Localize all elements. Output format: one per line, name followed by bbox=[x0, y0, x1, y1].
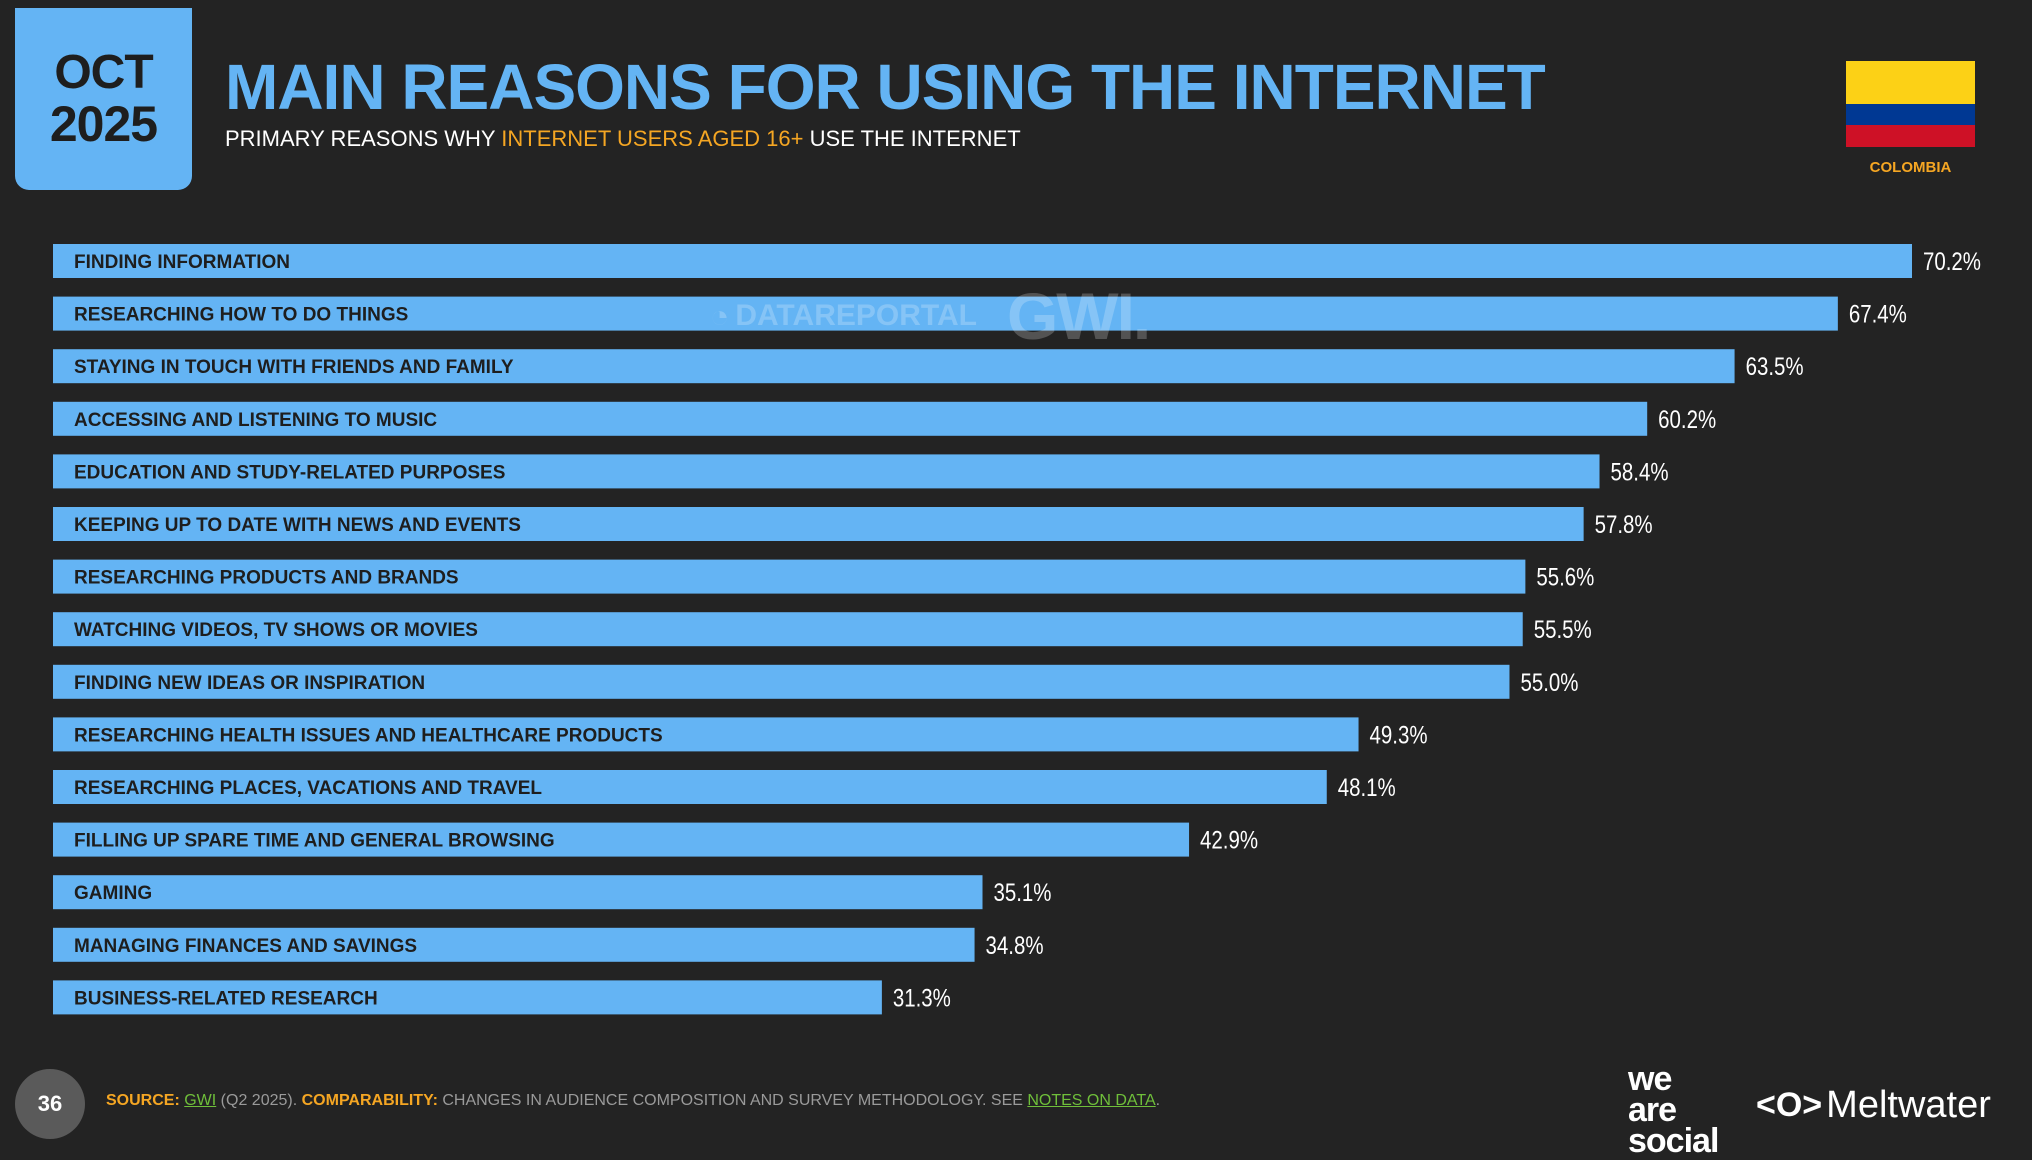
bar bbox=[53, 664, 1510, 699]
bar bbox=[53, 454, 1600, 489]
bar-value-label: 67.4% bbox=[1849, 301, 1907, 329]
bar-value-label: 49.3% bbox=[1370, 721, 1428, 749]
bar-value-label: 42.9% bbox=[1200, 827, 1258, 855]
source-link[interactable]: GWI bbox=[184, 1092, 217, 1109]
bar-value-label: 34.8% bbox=[986, 932, 1044, 960]
bar-category-label: RESEARCHING PRODUCTS AND BRANDS bbox=[74, 568, 459, 589]
bar-chart: FINDING INFORMATION 70.2% RESEARCHING HOW … bbox=[53, 244, 1981, 1015]
bar-category-label: FINDING NEW IDEAS OR INSPIRATION bbox=[74, 673, 425, 694]
bar-category-label: FILLING UP SPARE TIME AND GENERAL BROWSI… bbox=[74, 831, 555, 852]
subtitle-highlight: INTERNET USERS AGED 16+ bbox=[501, 126, 804, 151]
bar bbox=[53, 875, 983, 910]
colombia-flag-icon bbox=[1846, 61, 1975, 147]
flag-stripe-red bbox=[1846, 125, 1975, 147]
bar-category-label: STAYING IN TOUCH WITH FRIENDS AND FAMILY bbox=[74, 357, 514, 378]
bar-category-label: EDUCATION AND STUDY-RELATED PURPOSES bbox=[74, 462, 505, 483]
datareportal-logo-icon: ◔ bbox=[710, 297, 730, 334]
bar bbox=[53, 296, 1838, 331]
bar-value-label: 57.8% bbox=[1595, 511, 1653, 539]
bar bbox=[53, 927, 975, 962]
bar-category-label: BUSINESS-RELATED RESEARCH bbox=[74, 988, 378, 1009]
bar-category-label: RESEARCHING HEALTH ISSUES AND HEALTHCARE… bbox=[74, 725, 663, 746]
bar-category-label: FINDING INFORMATION bbox=[74, 252, 290, 273]
meltwater-icon: <O> bbox=[1756, 1086, 1823, 1124]
meltwater-wordmark: Meltwater bbox=[1826, 1084, 1991, 1126]
bar-value-label: 63.5% bbox=[1746, 353, 1804, 381]
date-badge: OCT 2025 bbox=[15, 8, 192, 190]
bar bbox=[53, 507, 1584, 541]
source-label: SOURCE: bbox=[106, 1092, 180, 1109]
subtitle-text-pre: PRIMARY REASONS WHY bbox=[225, 126, 502, 151]
footer-end: . bbox=[1155, 1092, 1161, 1109]
was-line-3: social bbox=[1628, 1122, 1719, 1160]
we-are-social-logo: we are social bbox=[1628, 1060, 1719, 1160]
bar-value-label: 55.5% bbox=[1534, 616, 1592, 644]
bar-category-label: MANAGING FINANCES AND SAVINGS bbox=[74, 936, 417, 957]
source-footer: SOURCE: GWI (Q2 2025). COMPARABILITY: CH… bbox=[106, 1092, 1160, 1110]
source-detail: (Q2 2025). bbox=[216, 1092, 302, 1109]
bar bbox=[53, 717, 1359, 752]
flag-stripe-yellow bbox=[1846, 61, 1975, 104]
bar-value-label: 58.4% bbox=[1611, 458, 1669, 486]
bar bbox=[53, 980, 882, 1015]
watermark-gwi: GWI. bbox=[1006, 279, 1151, 353]
bar bbox=[53, 612, 1523, 647]
notes-on-data-link[interactable]: NOTES ON DATA bbox=[1027, 1092, 1156, 1109]
bar-value-label: 48.1% bbox=[1338, 774, 1396, 802]
badge-month: OCT bbox=[54, 46, 153, 99]
bar-value-label: 70.2% bbox=[1923, 248, 1981, 276]
bar bbox=[53, 349, 1735, 384]
bar-value-label: 55.6% bbox=[1536, 564, 1594, 592]
watermark-datareportal: DATAREPORTAL bbox=[735, 299, 977, 332]
country-label: COLOMBIA bbox=[1869, 159, 1952, 176]
bar-category-label: RESEARCHING HOW TO DO THINGS bbox=[74, 305, 408, 326]
page-number: 36 bbox=[15, 1069, 85, 1139]
badge-year: 2025 bbox=[49, 96, 158, 152]
was-line-1: we bbox=[1628, 1060, 1672, 1098]
bar-category-label: WATCHING VIDEOS, TV SHOWS OR MOVIES bbox=[74, 620, 478, 641]
bar-value-label: 31.3% bbox=[893, 984, 951, 1012]
bar-value-label: 55.0% bbox=[1520, 669, 1578, 697]
was-line-2: are bbox=[1628, 1091, 1677, 1129]
bar bbox=[53, 770, 1327, 804]
bar bbox=[53, 401, 1648, 436]
bar bbox=[53, 822, 1190, 857]
flag-stripe-blue bbox=[1846, 104, 1975, 125]
bar bbox=[53, 244, 1912, 278]
bar-value-label: 60.2% bbox=[1658, 406, 1716, 434]
subtitle-text-post: USE THE INTERNET bbox=[803, 126, 1021, 151]
bar-category-label: KEEPING UP TO DATE WITH NEWS AND EVENTS bbox=[74, 515, 521, 536]
comparability-label: COMPARABILITY: bbox=[301, 1092, 438, 1109]
bar-category-label: ACCESSING AND LISTENING TO MUSIC bbox=[74, 410, 437, 431]
page-subtitle: PRIMARY REASONS WHY INTERNET USERS AGED … bbox=[225, 126, 1021, 152]
meltwater-logo: <O> Meltwater bbox=[1756, 1084, 1991, 1127]
bar-category-label: RESEARCHING PLACES, VACATIONS AND TRAVEL bbox=[74, 778, 542, 799]
bar-value-label: 35.1% bbox=[994, 879, 1052, 907]
page-title: MAIN REASONS FOR USING THE INTERNET bbox=[225, 51, 1546, 123]
bar bbox=[53, 559, 1526, 594]
bar-category-label: GAMING bbox=[74, 883, 152, 904]
watermark: ◔ DATAREPORTAL GWI. bbox=[710, 278, 1151, 354]
comparability-text: CHANGES IN AUDIENCE COMPOSITION AND SURV… bbox=[437, 1092, 1028, 1109]
